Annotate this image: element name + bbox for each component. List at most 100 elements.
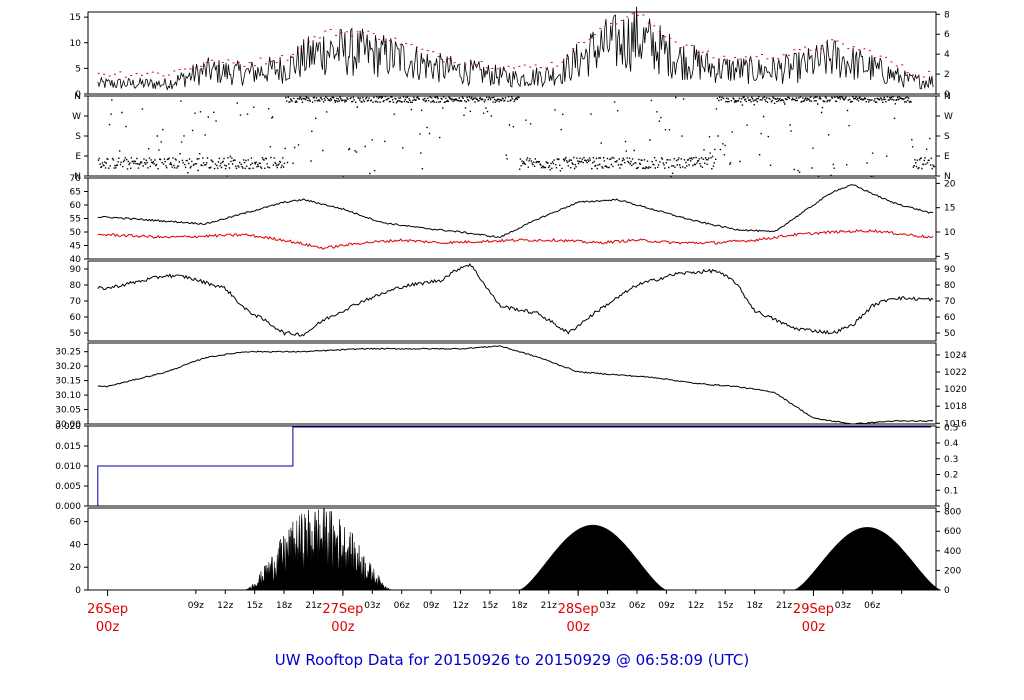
x-tick-label: 06z xyxy=(629,601,645,611)
y-tick-label-left: 80 xyxy=(70,281,82,291)
x-tick-label: 09z xyxy=(658,601,674,611)
y-tick-label-left: 0 xyxy=(75,90,81,100)
y-tick-label-right: 0.4 xyxy=(944,439,959,449)
y-tick-label-left: 10 xyxy=(70,39,82,49)
x-tick-label: 21z xyxy=(776,601,792,611)
y-tick-label-left: 60 xyxy=(70,313,82,323)
y-tick-label-left: 50 xyxy=(70,329,82,339)
y-tick-label-left: 60 xyxy=(70,518,82,528)
x-tick-label: 15z xyxy=(247,601,263,611)
y-tick-label-right: N xyxy=(944,92,951,102)
x-tick-label: 15z xyxy=(717,601,733,611)
y-tick-label-left: 45 xyxy=(70,242,81,252)
x-tick-label: 12z xyxy=(217,601,233,611)
solar-radiation-area-day-1 xyxy=(244,507,392,591)
x-day-label: 28Sep xyxy=(558,602,599,617)
panel-frame-4 xyxy=(87,342,937,425)
y-tick-label-right: S xyxy=(944,132,950,142)
y-tick-label-left: 40 xyxy=(70,540,82,550)
y-tick-label-right: 800 xyxy=(944,508,961,518)
y-tick-label-right: 1022 xyxy=(944,368,967,378)
solar-radiation-area-day-3 xyxy=(793,527,941,591)
y-tick-label-right: 60 xyxy=(944,313,956,323)
y-tick-label-right: 1016 xyxy=(944,419,967,429)
x-tick-label: 18z xyxy=(747,601,763,611)
y-tick-label-right: 400 xyxy=(944,547,961,557)
y-tick-label-left: 0 xyxy=(75,586,81,596)
y-tick-label-left: 90 xyxy=(70,265,82,275)
y-tick-label-left: 30.00 xyxy=(55,420,81,430)
y-tick-label-right: 90 xyxy=(944,265,956,275)
y-tick-label-left: 30.25 xyxy=(55,348,81,358)
wind-direction-points xyxy=(97,96,936,178)
y-tick-label-right: 4 xyxy=(944,50,950,60)
y-tick-label-left: 65 xyxy=(70,188,81,198)
y-tick-label-right: 70 xyxy=(944,297,956,307)
y-tick-label-right: 0.2 xyxy=(944,471,958,481)
y-tick-label-right: 2 xyxy=(944,70,950,80)
y-tick-label-right: W xyxy=(944,112,953,122)
panel-frame-6 xyxy=(87,507,937,591)
y-tick-label-left: 15 xyxy=(70,13,81,23)
x-day-sub-label: 00z xyxy=(331,620,355,635)
x-day-sub-label: 00z xyxy=(96,620,120,635)
y-tick-label-left: E xyxy=(75,152,81,162)
y-tick-label-right: 8 xyxy=(944,10,950,20)
x-tick-label: 03z xyxy=(835,601,851,611)
x-day-sub-label: 00z xyxy=(802,620,826,635)
y-tick-label-left: 30.10 xyxy=(55,391,81,401)
wind-speed-series xyxy=(97,6,934,91)
y-tick-label-right: 0 xyxy=(944,90,950,100)
y-tick-label-right: 1018 xyxy=(944,402,967,412)
precipitation-step-series xyxy=(97,426,932,506)
x-tick-label: 21z xyxy=(305,601,321,611)
y-tick-label-right: 20 xyxy=(944,179,956,189)
y-tick-label-left: 0.000 xyxy=(55,502,81,512)
y-tick-label-right: 0.3 xyxy=(944,455,958,465)
x-tick-label: 18z xyxy=(511,601,527,611)
x-tick-label: 06z xyxy=(864,601,880,611)
y-tick-label-left: 30.20 xyxy=(55,362,81,372)
y-tick-label-right: 50 xyxy=(944,329,956,339)
panel-frame-2 xyxy=(87,177,937,260)
y-tick-label-left: N xyxy=(74,92,81,102)
relative-humidity-series xyxy=(97,263,934,337)
chart-title: UW Rooftop Data for 20150926 to 20150929… xyxy=(275,651,749,669)
y-tick-label-left: 0.015 xyxy=(55,442,81,452)
dewpoint-series xyxy=(97,228,934,250)
y-tick-label-left: 0.020 xyxy=(55,422,81,432)
y-tick-label-right: 5 xyxy=(944,252,950,262)
x-tick-label: 09z xyxy=(423,601,439,611)
y-tick-label-right: 1024 xyxy=(944,351,967,361)
y-tick-label-right: 0.5 xyxy=(944,423,958,433)
y-tick-label-left: 20 xyxy=(70,563,82,573)
y-tick-label-right: 0 xyxy=(944,502,950,512)
y-tick-label-right: 1020 xyxy=(944,385,967,395)
solar-radiation-area-day-2 xyxy=(519,524,667,591)
y-tick-label-left: 0.010 xyxy=(55,462,81,472)
y-tick-label-right: 600 xyxy=(944,527,961,537)
air-temperature-series xyxy=(97,184,934,238)
x-tick-label: 15z xyxy=(482,601,498,611)
y-tick-label-left: 50 xyxy=(70,228,82,238)
y-tick-label-left: 30.15 xyxy=(55,377,81,387)
x-day-label: 27Sep xyxy=(322,602,363,617)
y-tick-label-left: 70 xyxy=(70,174,82,184)
y-tick-label-right: N xyxy=(944,172,951,182)
x-day-sub-label: 00z xyxy=(566,620,590,635)
x-tick-label: 06z xyxy=(394,601,410,611)
y-tick-label-left: N xyxy=(74,172,81,182)
y-tick-label-left: S xyxy=(75,132,81,142)
y-tick-label-left: 40 xyxy=(70,255,82,265)
y-tick-label-right: 6 xyxy=(944,30,950,40)
x-day-label: 26Sep xyxy=(87,602,128,617)
x-tick-label: 18z xyxy=(276,601,292,611)
x-tick-label: 21z xyxy=(541,601,557,611)
y-tick-label-left: 70 xyxy=(70,297,82,307)
x-tick-label: 03z xyxy=(364,601,380,611)
y-tick-label-left: 60 xyxy=(70,201,82,211)
sea-level-pressure-series xyxy=(97,345,934,425)
y-tick-label-left: 55 xyxy=(70,215,81,225)
x-day-label: 29Sep xyxy=(793,602,834,617)
